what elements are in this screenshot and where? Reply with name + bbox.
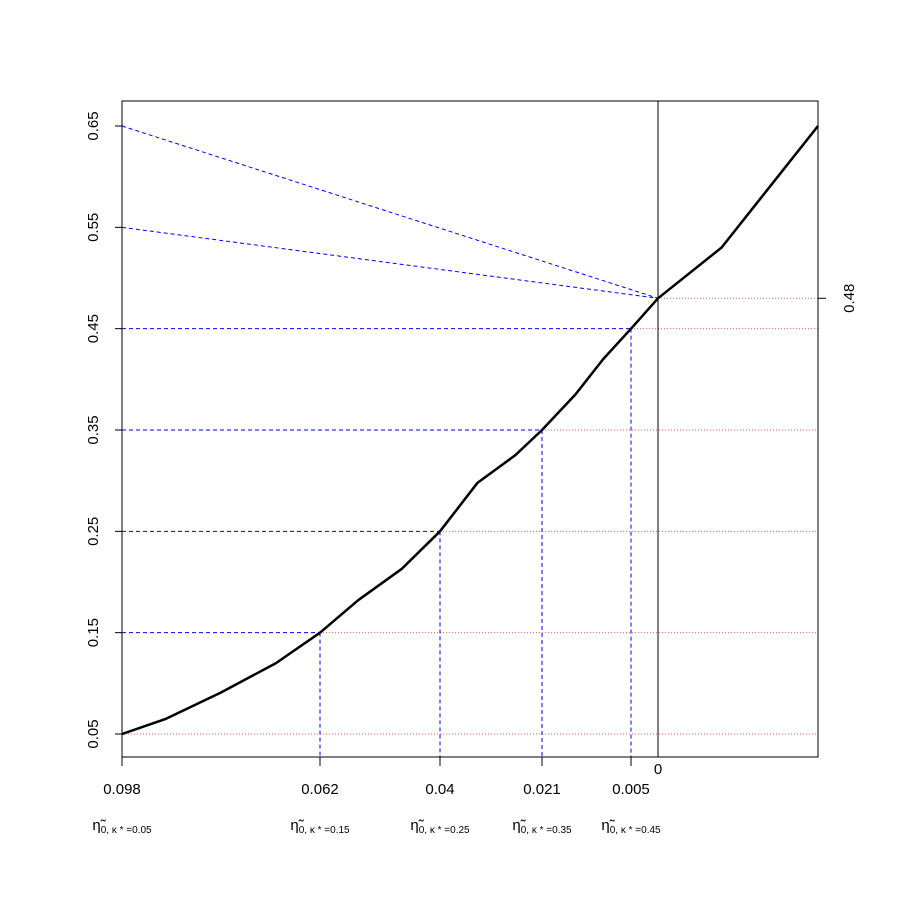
y-tick-label-6: 0.65 xyxy=(85,111,102,140)
right-tick-label-0: 0.48 xyxy=(841,284,858,313)
eta-label-1: η̃0, κ * =0.15 xyxy=(290,817,350,836)
x-tick-label-3: 0.021 xyxy=(523,781,561,798)
y-tick-label-3: 0.35 xyxy=(85,415,102,444)
y-tick-label-0: 0.05 xyxy=(85,719,102,748)
blue-diagonal-line-0 xyxy=(121,125,659,299)
plot-frame xyxy=(121,100,819,758)
y-tick-label-4: 0.45 xyxy=(85,314,102,343)
y-tick-label-2: 0.25 xyxy=(85,517,102,546)
eta-label-2: η̃0, κ * =0.25 xyxy=(410,817,470,836)
eta-label-0: η̃0, κ * =0.05 xyxy=(92,817,152,836)
eta-label-4: η̃0, κ * =0.45 xyxy=(601,817,661,836)
eta-label-3: η̃0, κ * =0.35 xyxy=(512,817,572,836)
y-tick-label-1: 0.15 xyxy=(85,618,102,647)
main-curve xyxy=(121,125,819,736)
x-tick-label-1: 0.062 xyxy=(301,781,339,798)
y-tick-label-5: 0.55 xyxy=(85,213,102,242)
x-tick-label-4: 0.005 xyxy=(612,781,650,798)
x-tick-label-5: 0 xyxy=(654,761,662,778)
x-tick-label-0: 0.098 xyxy=(103,781,141,798)
x-tick-label-2: 0.04 xyxy=(425,781,454,798)
blue-diagonal-line-1 xyxy=(121,226,659,299)
